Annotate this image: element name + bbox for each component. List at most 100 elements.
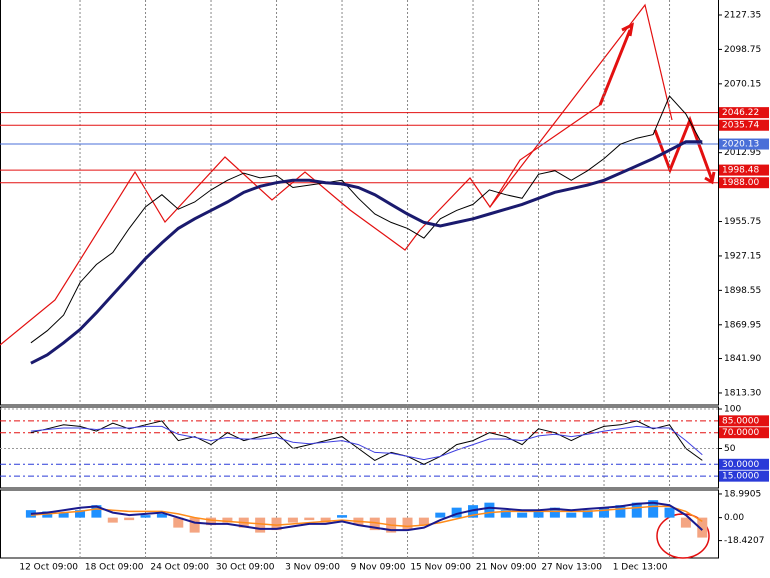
histogram-bar xyxy=(91,505,102,518)
histogram-bar xyxy=(320,517,331,523)
histogram-bar xyxy=(697,517,708,538)
histogram-bar xyxy=(517,512,528,518)
histogram-bar xyxy=(222,517,233,523)
x-tick-label: 27 Nov 13:00 xyxy=(541,563,602,573)
histogram-bar xyxy=(156,513,167,518)
histogram-bar xyxy=(271,517,282,531)
zigzag xyxy=(0,29,631,346)
histogram-bar xyxy=(500,510,511,518)
y-tick-label: 2012.95 xyxy=(724,148,761,158)
level-label-box xyxy=(719,138,769,150)
histogram-bar xyxy=(140,515,151,518)
y-tick-label: 0.00 xyxy=(724,513,744,523)
level-label: 1988.00 xyxy=(722,178,759,188)
level-label: 2046.22 xyxy=(722,108,759,118)
histogram-bar xyxy=(582,510,593,518)
panel-frames xyxy=(0,0,719,559)
level-label-box xyxy=(719,177,769,189)
y-tick-label: 50 xyxy=(724,444,736,454)
level-label: 2035.74 xyxy=(722,121,759,131)
y-tick-label: 2098.75 xyxy=(724,45,761,55)
y-tick-label: 1869.95 xyxy=(724,320,761,330)
panel-content xyxy=(0,95,718,365)
histogram-bar xyxy=(124,517,135,521)
histogram-bar xyxy=(287,517,298,523)
histogram-bar xyxy=(418,517,429,526)
histogram-bar xyxy=(451,507,462,518)
histogram-bar xyxy=(533,510,544,518)
histogram-bar xyxy=(402,517,413,531)
histogram-bar xyxy=(680,517,691,528)
histogram-bar xyxy=(664,507,675,518)
histogram-bar xyxy=(58,512,69,518)
histogram-bar xyxy=(435,512,446,518)
histogram-bar xyxy=(615,505,626,518)
level-label-box xyxy=(719,107,769,119)
x-tick-label: 12 Oct 09:00 xyxy=(19,563,78,573)
x-tick-label: 30 Oct 09:00 xyxy=(216,563,275,573)
y-tick-label: 18.9905 xyxy=(724,489,761,499)
price-panel xyxy=(0,0,719,406)
series-line xyxy=(30,505,703,528)
y-tick-label: 2070.15 xyxy=(724,79,761,89)
histogram-bar xyxy=(255,517,266,533)
level-label: 1998.48 xyxy=(722,166,759,176)
histogram-bar xyxy=(107,517,118,523)
level-label-box xyxy=(719,470,769,482)
level-label: 30.0000 xyxy=(722,460,759,470)
x-tick-label: 3 Nov 09:00 xyxy=(285,563,340,573)
panel-content xyxy=(0,420,718,477)
level-label-box xyxy=(719,427,769,439)
y-tick-label: 2127.35 xyxy=(724,10,761,20)
x-tick-label: 24 Oct 09:00 xyxy=(150,563,209,573)
histogram-bar xyxy=(549,507,560,518)
histogram-bar xyxy=(337,515,348,518)
series-line xyxy=(30,501,703,532)
histogram-bar xyxy=(206,517,217,526)
arrow xyxy=(598,22,635,106)
y-tick-label: 1841.90 xyxy=(724,354,761,364)
histogram-bar xyxy=(648,500,659,518)
histogram-bar xyxy=(173,517,184,528)
panel-content xyxy=(25,500,708,538)
level-label: 2020.13 xyxy=(722,140,759,150)
x-tick-label: 9 Nov 09:00 xyxy=(351,563,406,573)
y-tick-label: 1813.30 xyxy=(724,388,761,398)
level-label: 15.0000 xyxy=(722,472,759,482)
y-tick-label: 1955.75 xyxy=(724,217,761,227)
level-label-box xyxy=(719,415,769,427)
series-line xyxy=(30,420,703,465)
x-tick-label: 18 Oct 09:00 xyxy=(85,563,144,573)
series-line xyxy=(30,140,703,365)
series-line xyxy=(30,425,703,461)
y-tick-label: 100 xyxy=(724,405,741,415)
histogram-bar xyxy=(189,517,200,533)
histogram-bar xyxy=(468,505,479,518)
y-tick-label: -18.4207 xyxy=(724,536,764,546)
histogram-bar xyxy=(631,502,642,518)
histogram-bar xyxy=(566,512,577,518)
level-label-box xyxy=(719,119,769,131)
annotations xyxy=(0,3,716,559)
histogram-bar xyxy=(75,510,86,518)
histogram-bar xyxy=(304,517,315,521)
level-label-box xyxy=(719,164,769,176)
histogram-bar xyxy=(484,502,495,518)
histogram-bar xyxy=(369,517,380,531)
y-tick-label: 1898.55 xyxy=(724,286,761,296)
level-label: 70.0000 xyxy=(722,428,759,438)
histogram-panel xyxy=(0,489,719,559)
level-label: 85.0000 xyxy=(722,416,759,426)
oscillator-panel xyxy=(0,406,719,489)
series-line xyxy=(30,95,703,344)
x-tick-label: 21 Nov 09:00 xyxy=(476,563,537,573)
x-tick-label: 15 Nov 09:00 xyxy=(410,563,471,573)
level-label-box xyxy=(719,458,769,470)
y-tick-label: 1927.15 xyxy=(724,251,761,261)
histogram-bar xyxy=(599,507,610,518)
zigzag xyxy=(489,3,673,208)
x-tick-label: 1 Dec 13:00 xyxy=(613,563,668,573)
